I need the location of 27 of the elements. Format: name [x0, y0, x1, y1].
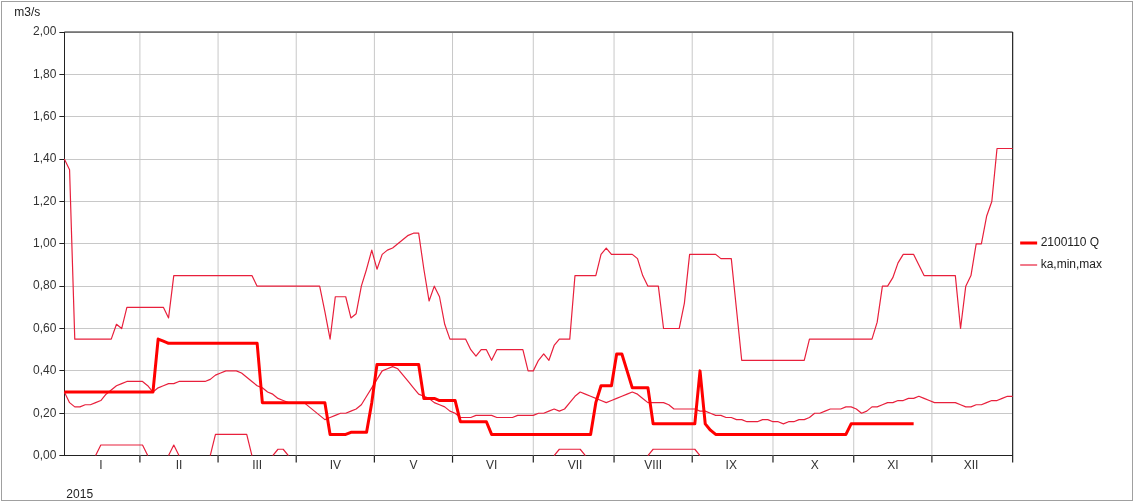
legend-label: ka,min,max	[1040, 257, 1103, 272]
x-tick-label: VII	[567, 458, 583, 473]
y-tick-label: 0,20	[33, 405, 57, 420]
x-tick-label: XI	[887, 458, 899, 473]
x-tick-label: II	[175, 458, 183, 473]
legend-label: 2100110 Q	[1040, 235, 1100, 250]
x-tick-label: VIII	[644, 458, 663, 473]
x-tick-label: X	[810, 458, 819, 473]
y-tick-label: 1,80	[33, 66, 57, 81]
x-tick-label: IV	[329, 458, 341, 473]
y-tick-label: 1,40	[33, 151, 57, 166]
y-tick-label: 1,60	[33, 109, 57, 124]
text: 2015	[66, 486, 94, 501]
x-tick-label: I	[99, 458, 103, 473]
y-tick-label: 0,60	[33, 320, 57, 335]
y-tick-label: 0,40	[33, 363, 57, 378]
y-axis-title: m3/s	[14, 5, 41, 19]
y-tick-label: 0,00	[33, 447, 57, 462]
x-tick-label: VI	[485, 458, 498, 473]
x-tick-label: IX	[725, 458, 737, 473]
x-tick-label: III	[252, 458, 263, 473]
y-tick-label: 0,80	[33, 278, 57, 293]
y-tick-label: 1,00	[33, 236, 57, 251]
x-tick-label: XII	[963, 458, 979, 473]
x-tick-label: V	[409, 458, 418, 473]
y-tick-label: 1,20	[33, 193, 57, 208]
y-tick-label: 2,00	[33, 24, 57, 39]
